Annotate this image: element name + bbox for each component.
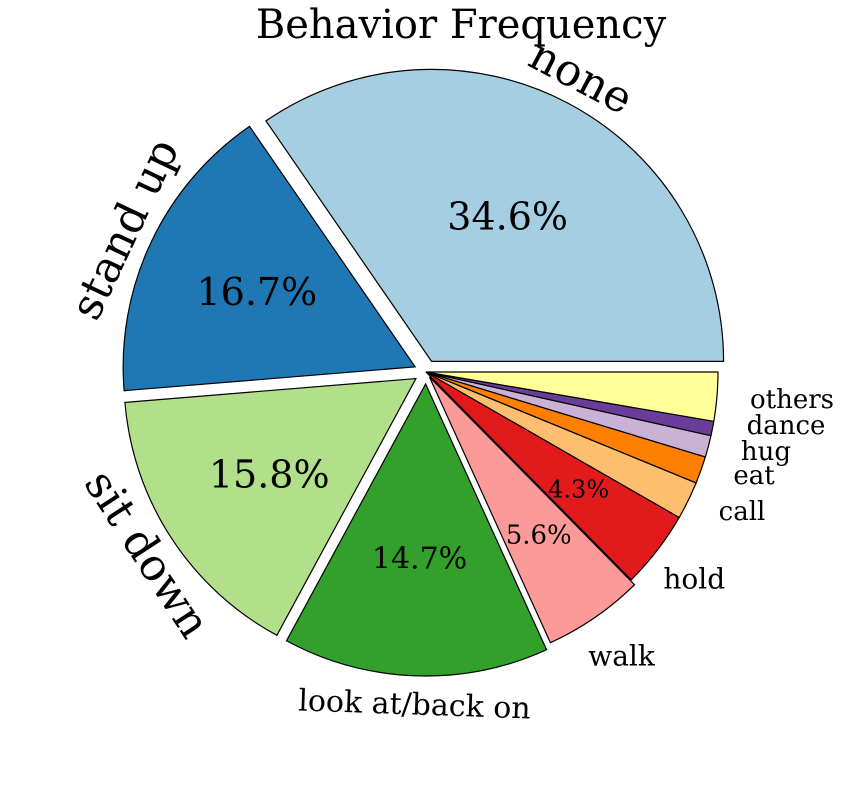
category-label-eat: eat	[733, 461, 775, 491]
pie-slice-others	[425, 371, 719, 422]
category-label-walk: walk	[588, 639, 656, 672]
category-label-hug: hug	[741, 437, 791, 467]
pct-label-none: 34.6%	[447, 195, 568, 239]
pct-label-sit-down: 15.8%	[209, 452, 330, 496]
pct-label-stand-up: 16.7%	[197, 270, 318, 314]
pie-slices	[122, 68, 725, 677]
pie-slice-stand-up	[122, 125, 417, 392]
pie-slice-walk	[428, 376, 636, 644]
pie-slice-none	[265, 68, 725, 362]
pct-label-hold: 4.3%	[548, 476, 609, 504]
category-label-hold: hold	[663, 562, 725, 595]
pct-label-walk: 5.6%	[506, 521, 572, 551]
pie-slice-sit-down	[124, 377, 418, 637]
chart-title: Behavior Frequency	[256, 2, 667, 48]
pct-label-look-at-back-on: 14.7%	[372, 542, 467, 577]
pie-slice-look-at-back-on	[285, 382, 548, 677]
category-label-look-at-back-on: look at/back on	[298, 683, 532, 726]
category-label-call: call	[719, 497, 766, 527]
category-label-dance: dance	[747, 411, 826, 441]
category-label-others: others	[750, 385, 834, 415]
